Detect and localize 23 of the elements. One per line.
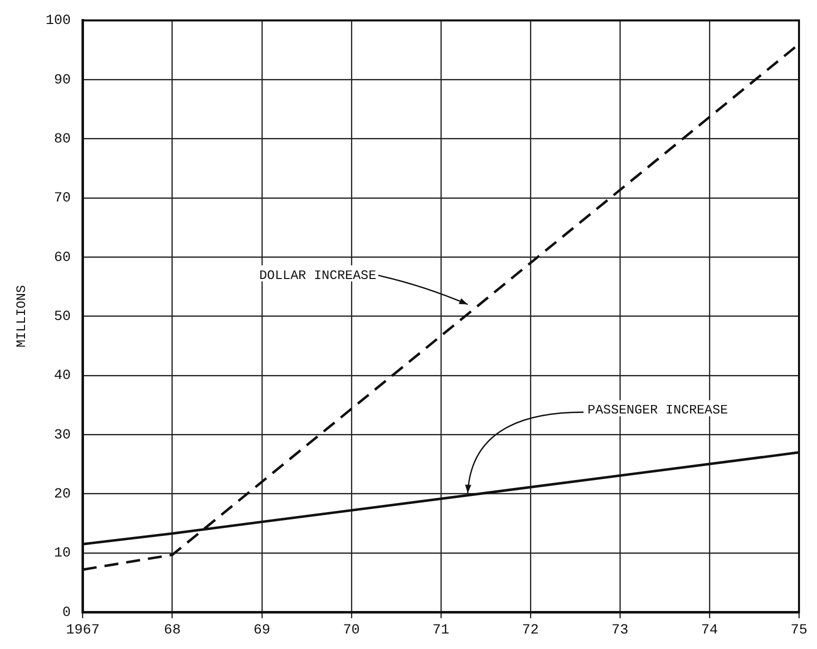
y-tick-label: 30 — [54, 427, 71, 444]
y-tick-label: 10 — [54, 546, 71, 562]
x-tick-label: 74 — [701, 622, 718, 638]
x-tick-label: 71 — [432, 622, 450, 638]
y-tick-label: 20 — [54, 486, 71, 503]
x-tick-label: 73 — [612, 622, 628, 638]
y-tick-label: 90 — [54, 72, 71, 88]
x-tick-label: 69 — [253, 622, 270, 638]
y-tick-label: 70 — [54, 190, 71, 207]
x-tick-label: 68 — [164, 622, 181, 638]
y-tick-label: 80 — [54, 131, 71, 148]
y-tick-label: 100 — [46, 13, 71, 30]
annotation: DOLLAR INCREASE — [259, 268, 376, 283]
y-axis-title: MILLIONS — [14, 284, 30, 348]
x-tick-label: 70 — [342, 622, 360, 638]
y-tick-label: 50 — [54, 309, 71, 326]
y-tick-label: 0 — [62, 604, 71, 621]
annotation: PASSENGER INCREASE — [588, 402, 728, 418]
y-tick-label: 60 — [54, 250, 71, 266]
x-tick-label: 72 — [522, 622, 539, 638]
x-tick-label: 1967 — [66, 622, 100, 638]
y-tick-label: 40 — [54, 368, 71, 384]
x-tick-label: 75 — [790, 622, 808, 638]
